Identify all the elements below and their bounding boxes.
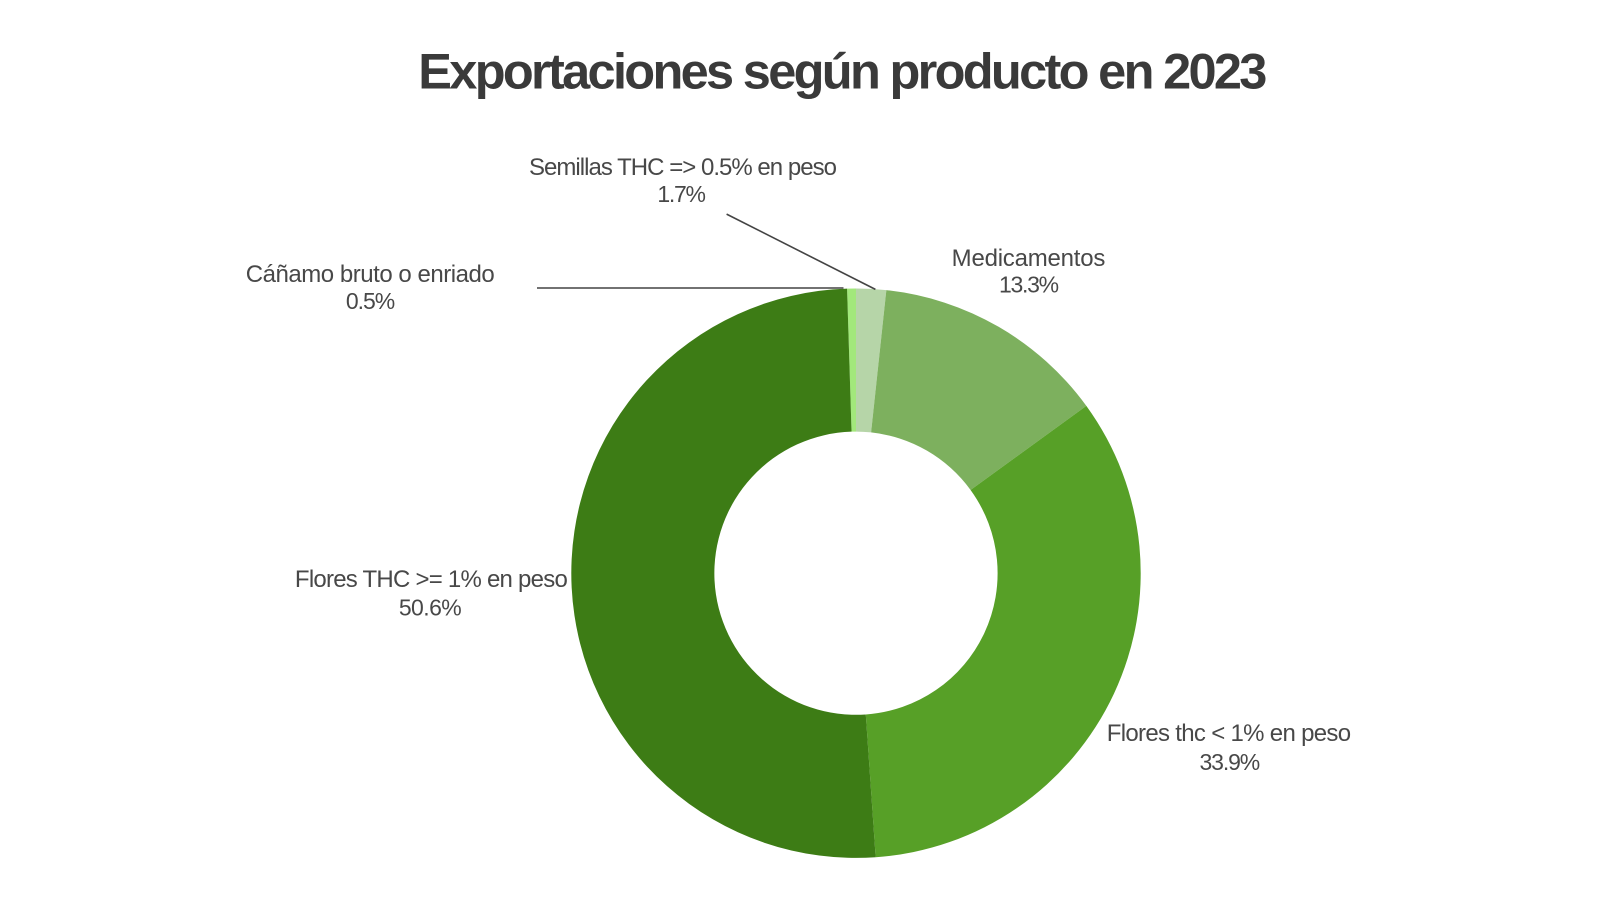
svg-text:Exportaciones según producto e: Exportaciones según producto en 2023 [418, 43, 1266, 100]
svg-text:33.9%: 33.9% [1200, 749, 1260, 775]
svg-text:Medicamentos: Medicamentos [952, 245, 1106, 272]
svg-text:Semillas THC => 0.5% en peso: Semillas THC => 0.5% en peso [529, 154, 837, 181]
svg-text:Cáñamo bruto o enriado: Cáñamo bruto o enriado [246, 261, 495, 288]
svg-text:50.6%: 50.6% [399, 595, 461, 621]
svg-text:0.5%: 0.5% [346, 288, 395, 314]
svg-text:Flores THC >= 1% en peso: Flores THC >= 1% en peso [295, 566, 568, 593]
svg-text:Flores thc < 1% en peso: Flores thc < 1% en peso [1107, 720, 1351, 747]
svg-text:1.7%: 1.7% [657, 181, 705, 207]
svg-text:13.3%: 13.3% [999, 272, 1059, 298]
